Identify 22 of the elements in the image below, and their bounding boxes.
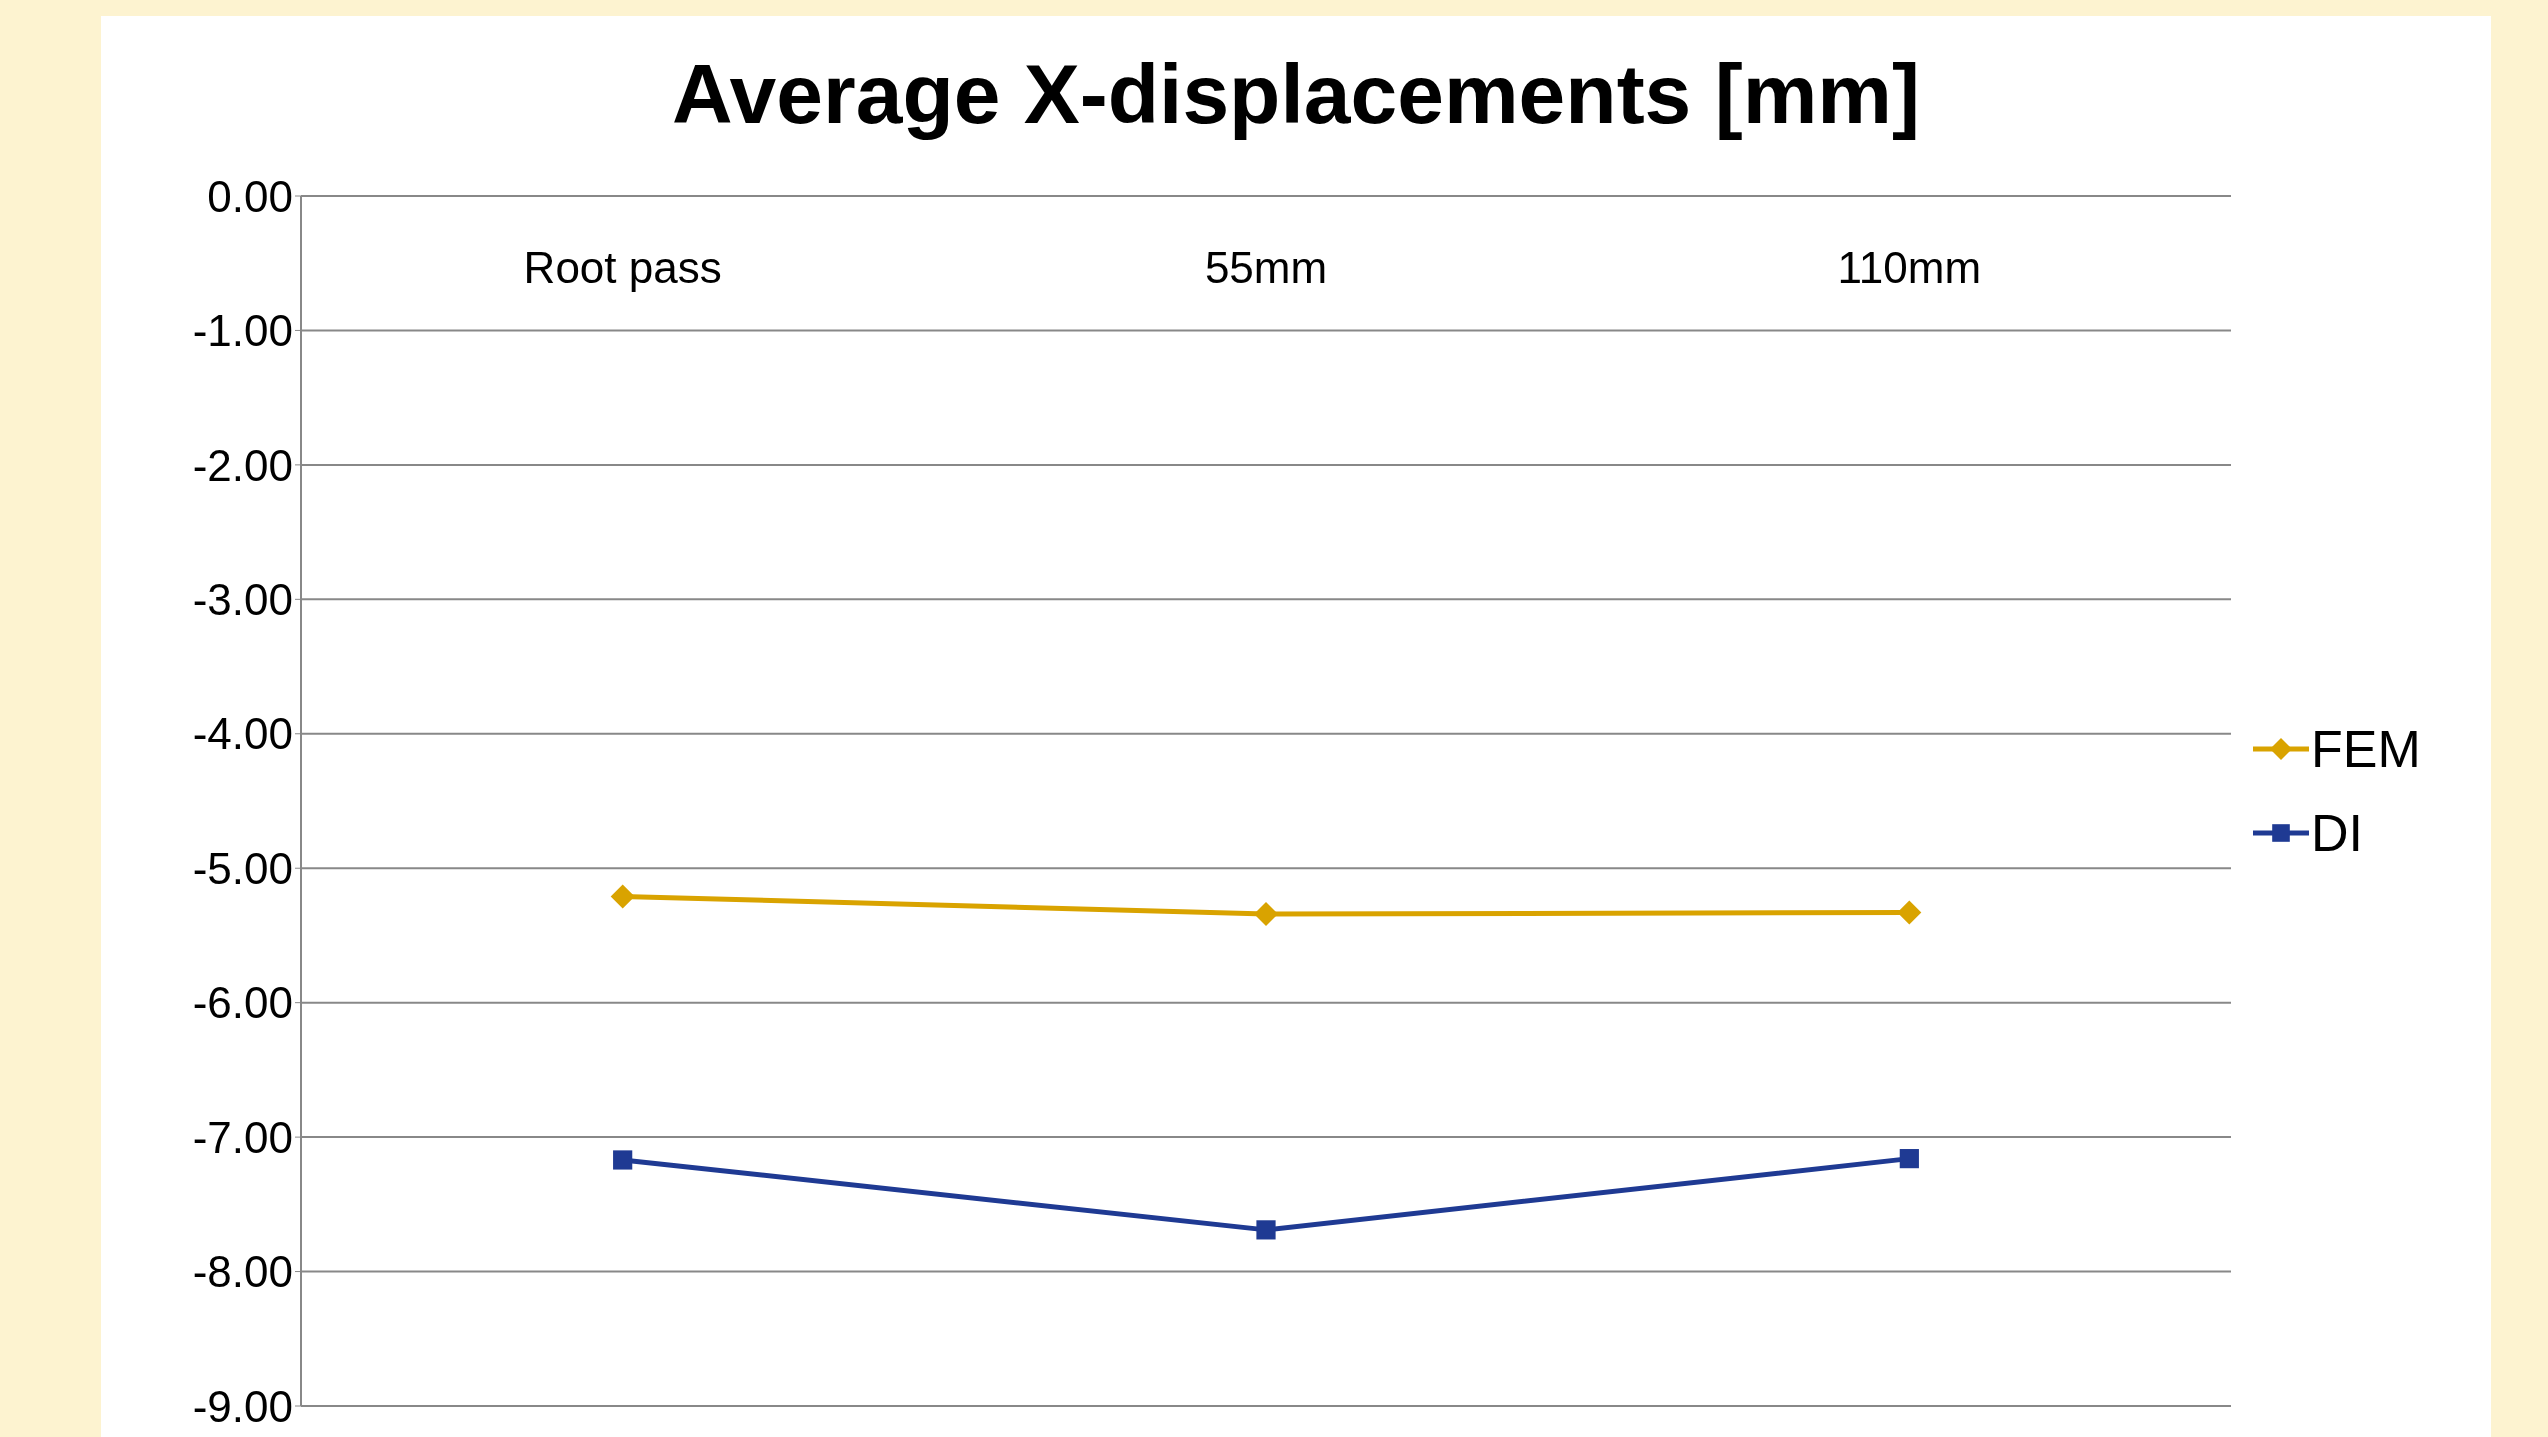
x-tick-label: 55mm <box>1204 243 1328 292</box>
point <box>610 884 635 909</box>
y-tick-label: -5.00 <box>192 843 293 893</box>
y-tick-label: -8.00 <box>192 1247 293 1297</box>
y-tick-label: -2.00 <box>192 440 293 490</box>
point <box>1897 900 1922 925</box>
point <box>613 1150 633 1170</box>
y-tick-label: -4.00 <box>192 709 293 759</box>
point <box>1256 1220 1276 1240</box>
y-tick-label: -6.00 <box>192 978 293 1028</box>
chart-title: Average X-displacements [mm] <box>671 46 1921 143</box>
legend-label: DI <box>2311 803 2363 863</box>
x-tick-label: Root pass <box>523 243 722 292</box>
y-tick-label: -9.00 <box>192 1381 293 1431</box>
point <box>1254 901 1278 926</box>
legend-label: FEM <box>2311 719 2421 779</box>
y-tick-label: -1.00 <box>192 306 293 356</box>
point <box>1899 1149 1919 1169</box>
y-tick-label: 0.00 <box>207 171 293 221</box>
y-tick-label: -3.00 <box>192 574 293 624</box>
x-tick-label: 110mm <box>1837 243 1982 292</box>
y-tick-label: -7.00 <box>192 1112 293 1162</box>
